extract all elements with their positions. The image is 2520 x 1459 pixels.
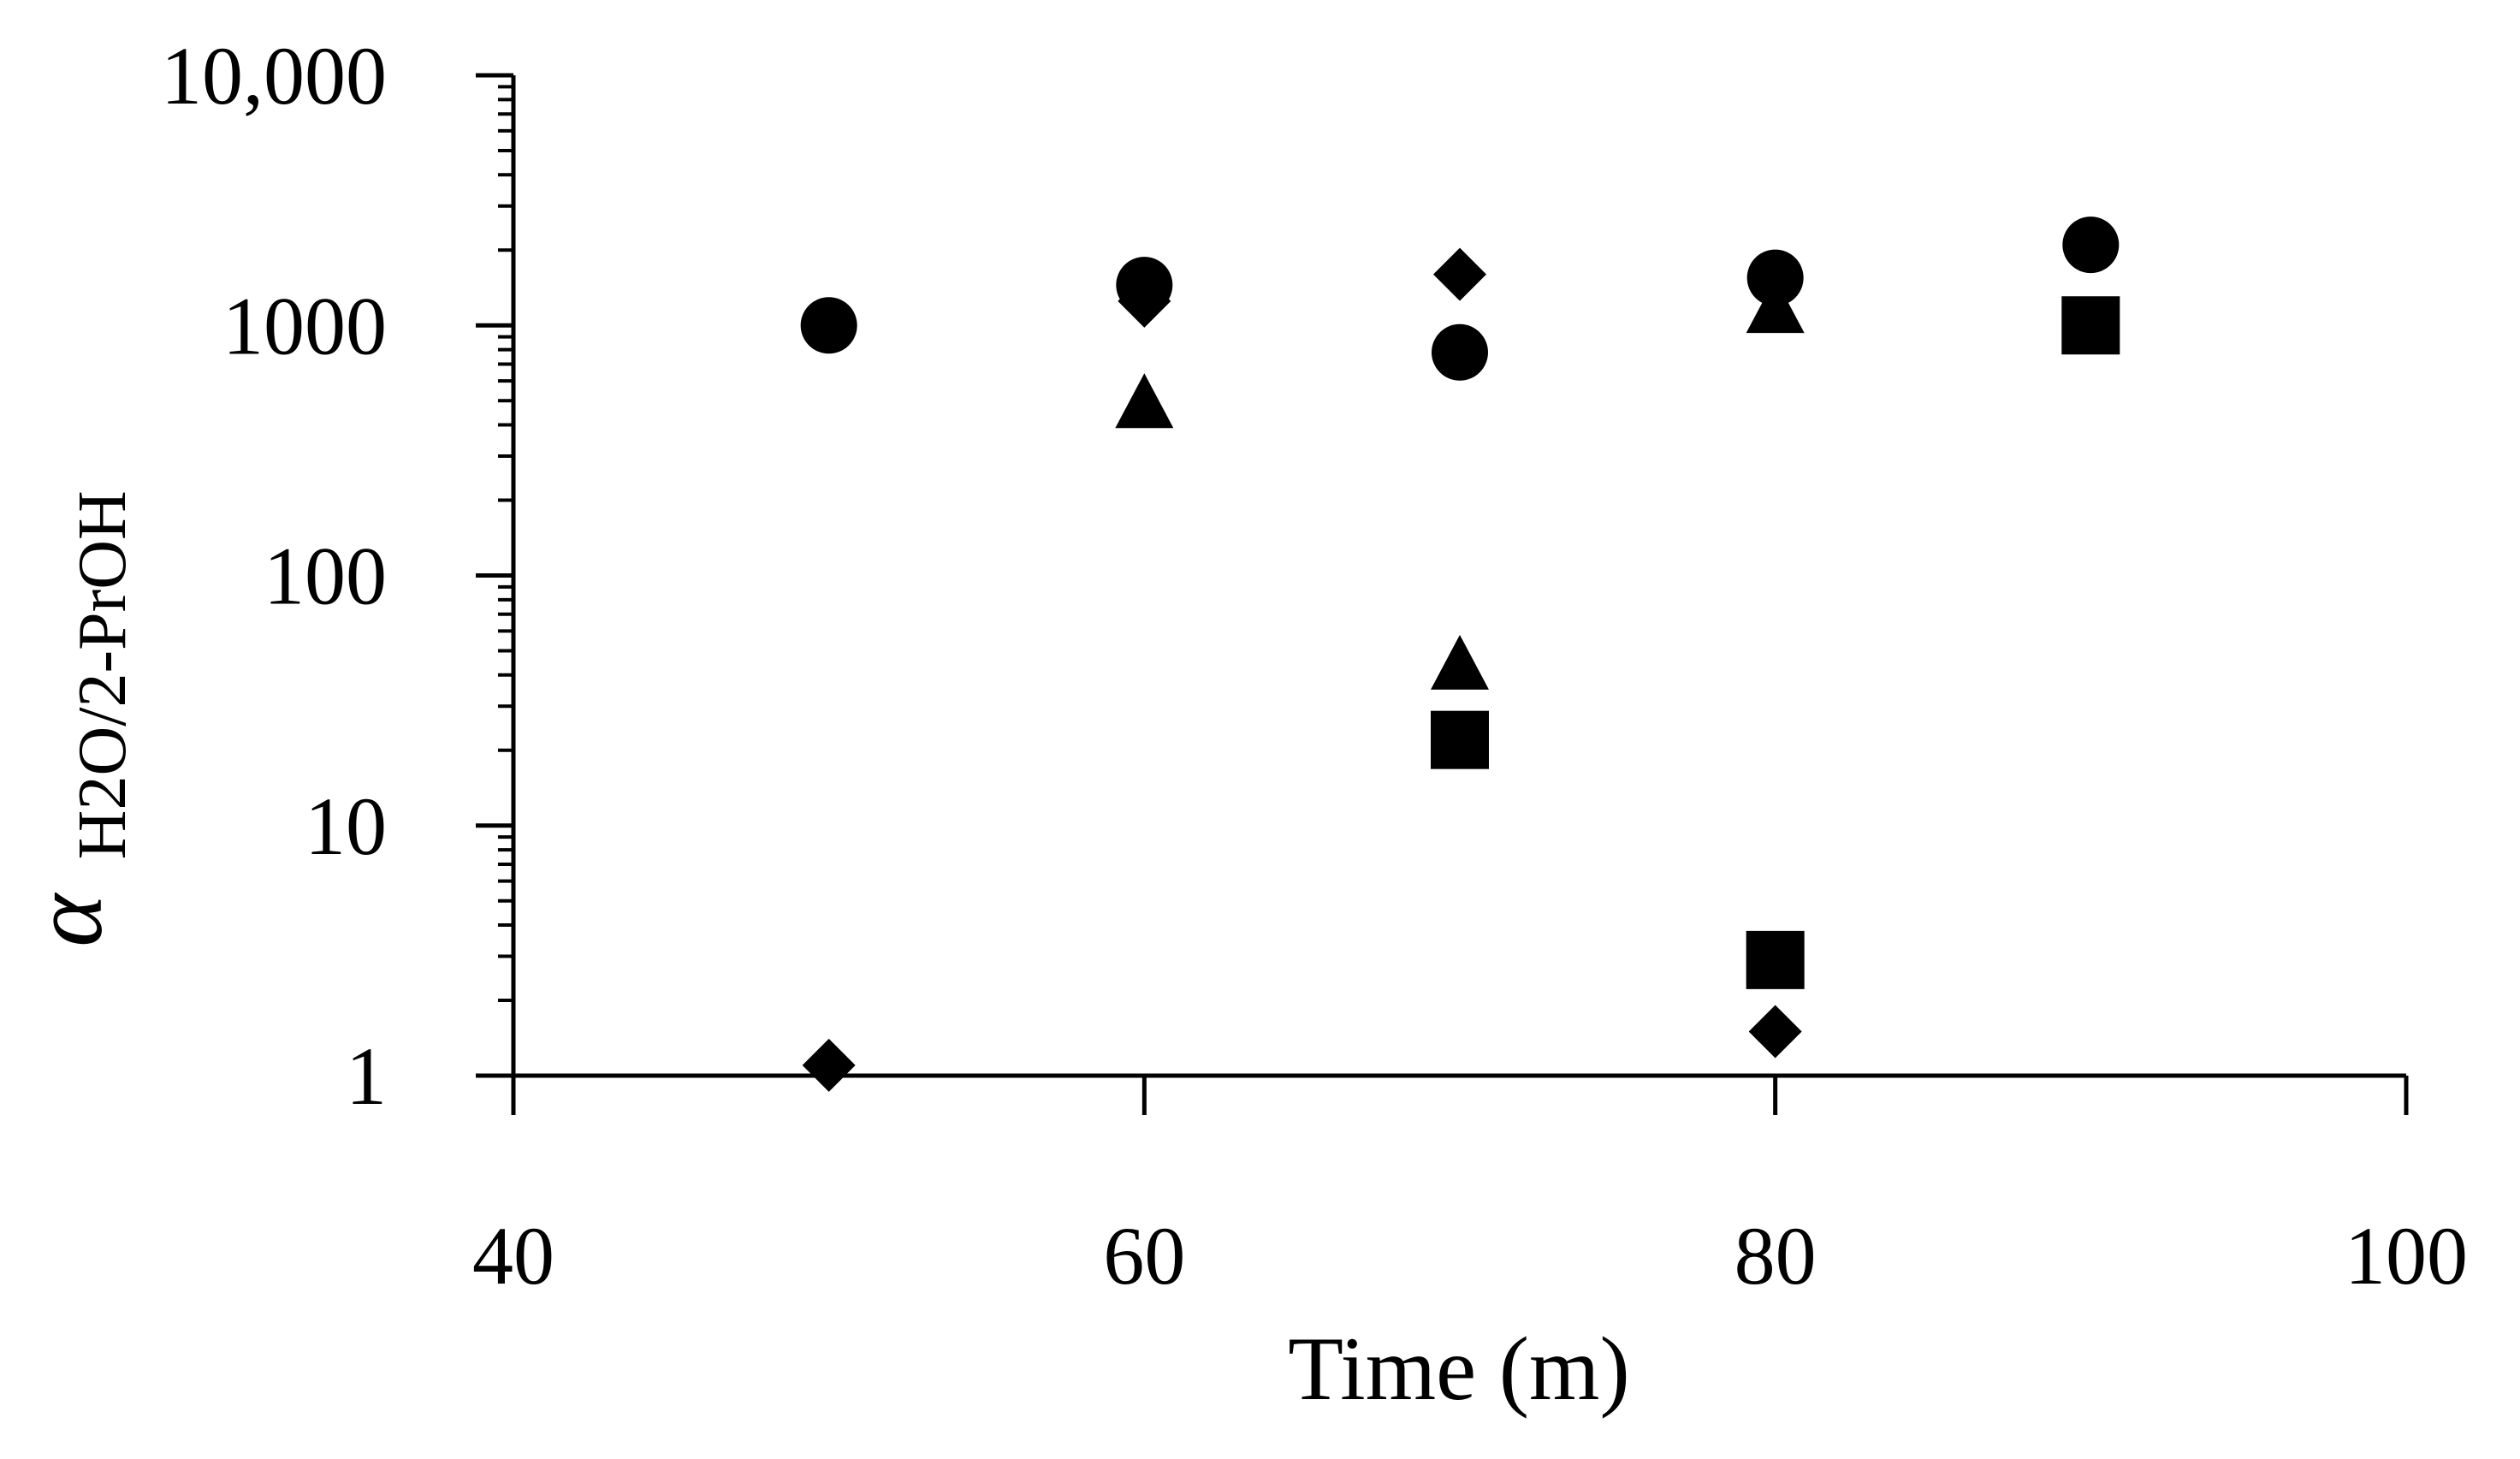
- y-tick-label: 10,000: [161, 30, 387, 122]
- triangle-marker: [1431, 634, 1489, 690]
- y-axis-title-subscript: H2O/2-PrOH: [65, 490, 140, 859]
- circle-marker: [800, 297, 857, 354]
- square-marker: [1746, 930, 1805, 989]
- y-axis-title: α H2O/2-PrOH: [11, 490, 140, 947]
- y-tick-label: 100: [264, 531, 387, 622]
- y-tick-labels: 1 10 100 1000 10,000: [161, 30, 387, 1122]
- diamond-marker: [1118, 274, 1171, 328]
- y-minor-ticks: [498, 85, 513, 1003]
- square-marker: [1431, 710, 1489, 769]
- x-tick-label: 80: [1734, 1210, 1817, 1302]
- data-markers: [800, 216, 2120, 1092]
- x-tick-labels: 40 60 80 100: [472, 1210, 2468, 1302]
- triangle-marker: [1746, 278, 1805, 334]
- diamond-marker: [1748, 1005, 1802, 1059]
- circle-marker: [2062, 216, 2120, 274]
- circle-marker: [1432, 323, 1488, 381]
- x-ticks: [511, 1076, 2409, 1115]
- x-tick-label: 40: [472, 1210, 554, 1302]
- y-axis-title-main: α: [11, 893, 123, 947]
- x-tick-label: 100: [2345, 1210, 2468, 1302]
- diamond-marker: [802, 1038, 856, 1092]
- y-major-ticks: [476, 73, 513, 1078]
- x-axis-title: Time (m): [1288, 1319, 1630, 1419]
- square-marker: [2061, 296, 2120, 355]
- x-tick-label: 60: [1103, 1210, 1185, 1302]
- triangle-marker: [1115, 373, 1174, 429]
- y-tick-label: 1000: [222, 280, 387, 371]
- diamond-marker: [1433, 247, 1486, 301]
- circle-marker: [1746, 249, 1804, 306]
- y-tick-label: 1: [346, 1030, 387, 1122]
- y-tick-label: 10: [305, 780, 387, 872]
